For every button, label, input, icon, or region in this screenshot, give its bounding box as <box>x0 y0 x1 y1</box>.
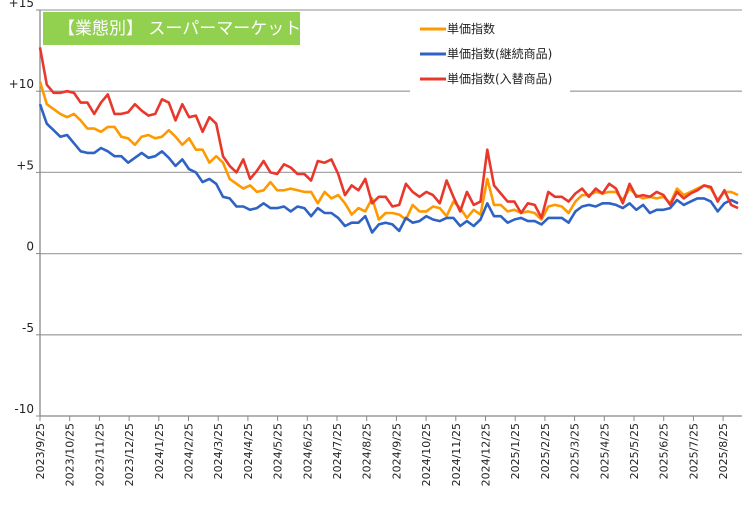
x-tick-label: 2024/10/25 <box>420 423 433 486</box>
x-tick-label: 2024/2/25 <box>183 423 196 479</box>
x-tick-label: 2024/3/25 <box>212 423 225 479</box>
y-tick-label: +10 <box>9 77 34 91</box>
series-line-0 <box>38 81 739 221</box>
y-axis-ticks: +15 +10 +5 0 -5 -10 <box>9 0 40 417</box>
title-background <box>43 12 300 45</box>
y-tick-label: -5 <box>22 321 34 335</box>
series-lines <box>38 47 739 234</box>
y-tick-label: +15 <box>9 0 34 10</box>
x-tick-label: 2024/12/25 <box>480 423 493 486</box>
x-tick-label: 2025/4/25 <box>598 423 611 479</box>
y-tick-label: -10 <box>14 402 34 416</box>
x-tick-label: 2024/1/25 <box>153 423 166 479</box>
x-tick-label: 2025/2/25 <box>539 423 552 479</box>
series-line-2 <box>38 47 739 220</box>
x-tick-label: 2024/7/25 <box>331 423 344 479</box>
x-tick-label: 2025/6/25 <box>658 423 671 479</box>
x-tick-label: 2024/5/25 <box>272 423 285 479</box>
legend-label: 単価指数 <box>447 21 495 36</box>
gridlines <box>39 9 742 416</box>
x-tick-label: 2023/10/25 <box>64 423 77 486</box>
y-tick-label: +5 <box>16 158 34 172</box>
x-tick-label: 2024/4/25 <box>242 423 255 479</box>
x-tick-label: 2024/9/25 <box>390 423 403 479</box>
x-tick-label: 2025/8/25 <box>717 423 730 479</box>
chart-title: 【業態別】 スーパーマーケット <box>43 12 301 45</box>
x-axis: 2023/9/25 2023/10/25 2023/11/25 2023/12/25 2… <box>34 415 742 486</box>
x-tick-label: 2025/1/25 <box>509 423 522 479</box>
x-tick-label: 2025/5/25 <box>628 423 641 479</box>
x-tick-label: 2024/11/25 <box>450 423 463 486</box>
x-tick-label: 2023/11/25 <box>93 423 106 486</box>
y-tick-label: 0 <box>26 240 34 254</box>
x-tick-label: 2025/7/25 <box>687 423 700 479</box>
x-tick-label: 2024/6/25 <box>301 423 314 479</box>
x-tick-label: 2025/3/25 <box>569 423 582 479</box>
chart-title-text: 【業態別】 スーパーマーケット <box>58 19 301 39</box>
legend-label: 単価指数(継続商品) <box>447 46 552 61</box>
x-tick-label: 2024/8/25 <box>361 423 374 479</box>
x-tick-label: 2023/12/25 <box>123 423 136 486</box>
series-line-1 <box>38 103 739 234</box>
x-tick-label: 2023/9/25 <box>34 423 47 479</box>
legend-label: 単価指数(入替商品) <box>447 71 552 86</box>
